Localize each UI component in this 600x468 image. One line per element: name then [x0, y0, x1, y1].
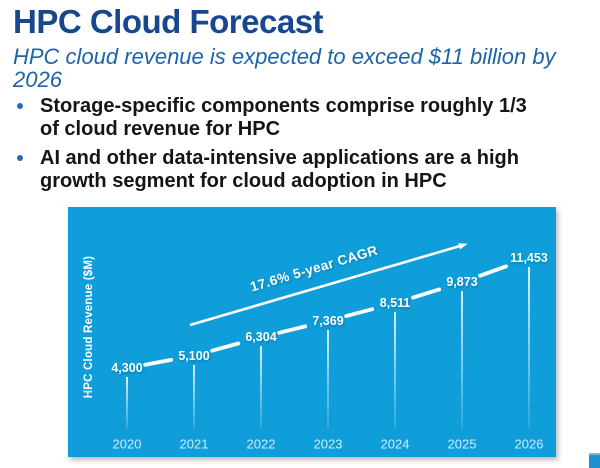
- drop-line-2024: [394, 312, 396, 429]
- drop-line-2022: [260, 346, 262, 429]
- bullet-icon: [17, 155, 23, 161]
- trend-dash: [143, 357, 174, 367]
- value-label-2021: 5,100: [178, 348, 210, 363]
- plot-area: 4,300 2020 5,100 2021 6,304 2022 7,369 2023 8,51…: [68, 207, 556, 457]
- value-label-2022: 6,304: [245, 330, 277, 345]
- trend-dash: [344, 307, 375, 318]
- page-title: HPC Cloud Forecast: [13, 3, 324, 40]
- bullet-1-line-1: Storage-specific components comprise rou…: [40, 95, 527, 117]
- trend-dash: [210, 341, 241, 353]
- bullet-2-line-1: AI and other data-intensive applications…: [40, 147, 519, 169]
- bullet-2-line-2: growth segment for cloud adoption in HPC: [40, 169, 447, 192]
- value-label-2020: 4,300: [111, 361, 143, 375]
- year-label-2020: 2020: [112, 436, 142, 452]
- year-label-2024: 2024: [380, 436, 410, 452]
- year-label-2022: 2022: [246, 436, 276, 452]
- bullet-1-line-2: of cloud revenue for HPC: [40, 117, 281, 140]
- year-label-2025: 2025: [447, 436, 477, 452]
- corner-logo-square: [589, 453, 600, 468]
- bullet-text: Storage-specific components comprise rou…: [40, 95, 527, 140]
- trend-line-svg: [143, 243, 509, 367]
- value-label-2023: 7,369: [312, 313, 344, 328]
- cagr-arrowhead-icon: [458, 243, 468, 250]
- drop-line-2023: [327, 329, 329, 429]
- year-label-2026: 2026: [514, 436, 544, 452]
- subtitle-line-2: 2026: [13, 67, 62, 92]
- bullet-icon: [17, 103, 23, 109]
- drop-line-2025: [461, 291, 463, 429]
- drop-line-2026: [528, 267, 530, 429]
- subtitle-line-1: HPC cloud revenue is expected to exceed …: [13, 44, 556, 69]
- cagr-arrow-line: [189, 244, 461, 327]
- value-label-2024: 8,511: [379, 296, 411, 311]
- value-label-2025: 9,873: [446, 275, 478, 290]
- trend-dash: [478, 264, 509, 278]
- trend-dash: [277, 324, 308, 335]
- bullet-list: Storage-specific components comprise rou…: [15, 95, 595, 199]
- list-item: Storage-specific components comprise rou…: [15, 95, 595, 140]
- forecast-chart: HPC Cloud Revenue ($M) 4,300 2020 5,100 202…: [68, 207, 556, 457]
- year-label-2021: 2021: [179, 436, 209, 452]
- drop-line-2021: [193, 364, 195, 429]
- subtitle: HPC cloud revenue is expected to exceed …: [13, 45, 556, 91]
- year-label-2023: 2023: [313, 436, 343, 452]
- trend-dash: [411, 287, 442, 300]
- bullet-text: AI and other data-intensive applications…: [40, 147, 519, 192]
- list-item: AI and other data-intensive applications…: [15, 147, 595, 192]
- value-label-2026: 11,453: [510, 251, 548, 265]
- drop-line-2020: [126, 377, 128, 429]
